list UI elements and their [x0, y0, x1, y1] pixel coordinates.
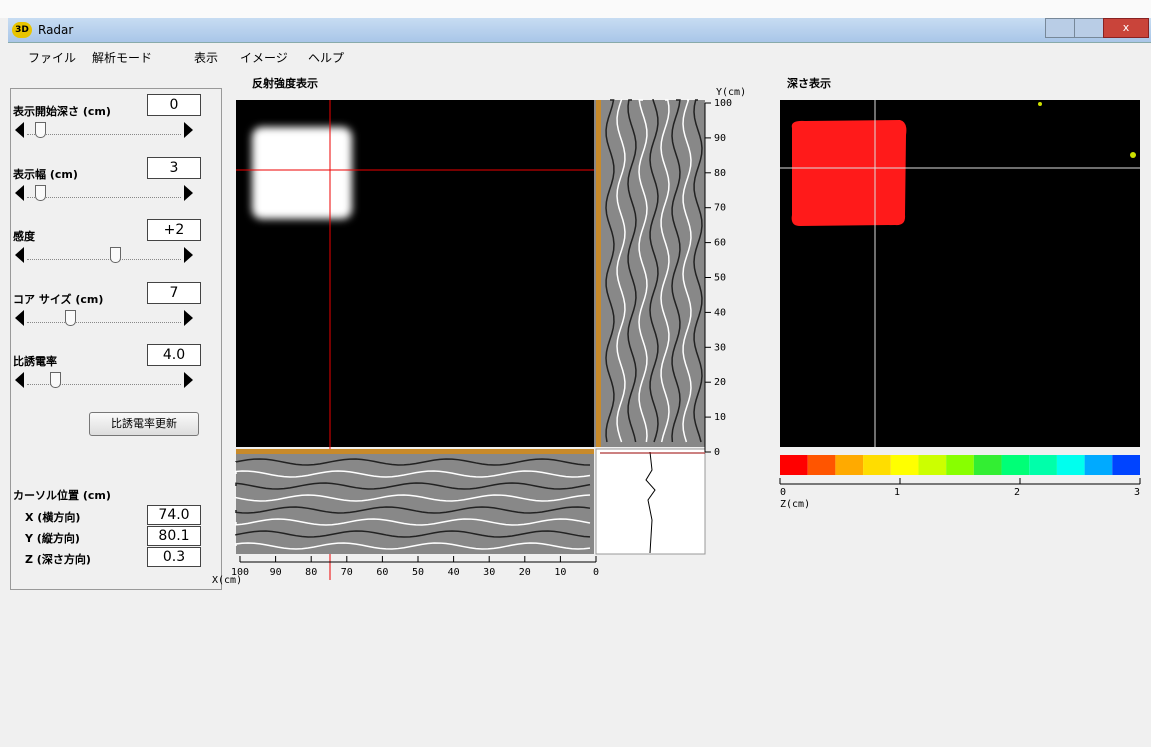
depth-title: 深さ表示 [787, 76, 831, 90]
y-tick-label: 50 [714, 273, 726, 284]
y-tick-label: 70 [714, 203, 726, 214]
x-tick-label: 40 [448, 567, 460, 578]
y-tick-label: 80 [714, 168, 726, 179]
x-tick-label: 10 [554, 567, 566, 578]
y-tick-label: 40 [714, 307, 726, 318]
y-section-surface [596, 100, 601, 447]
x-tick-label: 50 [412, 567, 424, 578]
reflection-target [252, 127, 352, 219]
page: 3D Radar x ファイル解析モード表示イメージヘルプ 表示開始深さ (cm… [0, 0, 1151, 747]
y-tick-label: 100 [714, 98, 732, 109]
y-tick-label: 0 [714, 447, 720, 458]
depth-target [792, 120, 907, 226]
colorbar-tick-label: 3 [1134, 487, 1140, 498]
colorbar-cell [1002, 455, 1030, 475]
plots: 反射強度表示 Y(cm) X(cm) 深さ表示 Z(cm) 1009080706… [0, 0, 1151, 747]
colorbar-cell [1085, 455, 1113, 475]
colorbar-cell [808, 455, 836, 475]
y-tick-label: 30 [714, 342, 726, 353]
y-tick-label: 60 [714, 238, 726, 249]
colorbar-tick-label: 1 [894, 487, 900, 498]
x-tick-label: 0 [593, 567, 599, 578]
colorbar-tick-label: 0 [780, 487, 786, 498]
x-tick-label: 30 [483, 567, 495, 578]
reflection-title: 反射強度表示 [252, 76, 318, 90]
colorbar-cell [1029, 455, 1057, 475]
depth-speck [1130, 152, 1136, 158]
colorbar-cell [1057, 455, 1085, 475]
y-axis-label: Y(cm) [716, 87, 746, 98]
y-tick-label: 20 [714, 377, 726, 388]
depth-speck [1038, 102, 1042, 106]
colorbar-label: Z(cm) [780, 499, 810, 510]
y-tick-label: 90 [714, 133, 726, 144]
x-tick-label: 60 [376, 567, 388, 578]
x-tick-label: 80 [305, 567, 317, 578]
x-tick-label: 20 [519, 567, 531, 578]
colorbar-cell [918, 455, 946, 475]
x-tick-label: 70 [341, 567, 353, 578]
colorbar-cell [780, 455, 808, 475]
colorbar-cell [891, 455, 919, 475]
colorbar [780, 455, 1140, 475]
colorbar-cell [946, 455, 974, 475]
y-tick-label: 10 [714, 412, 726, 423]
colorbar-cell [1112, 455, 1140, 475]
colorbar-cell [863, 455, 891, 475]
x-section-surface [236, 449, 594, 454]
colorbar-cell [835, 455, 863, 475]
colorbar-cell [974, 455, 1002, 475]
colorbar-tick-label: 2 [1014, 487, 1020, 498]
x-tick-label: 90 [270, 567, 282, 578]
x-tick-label: 100 [231, 567, 249, 578]
